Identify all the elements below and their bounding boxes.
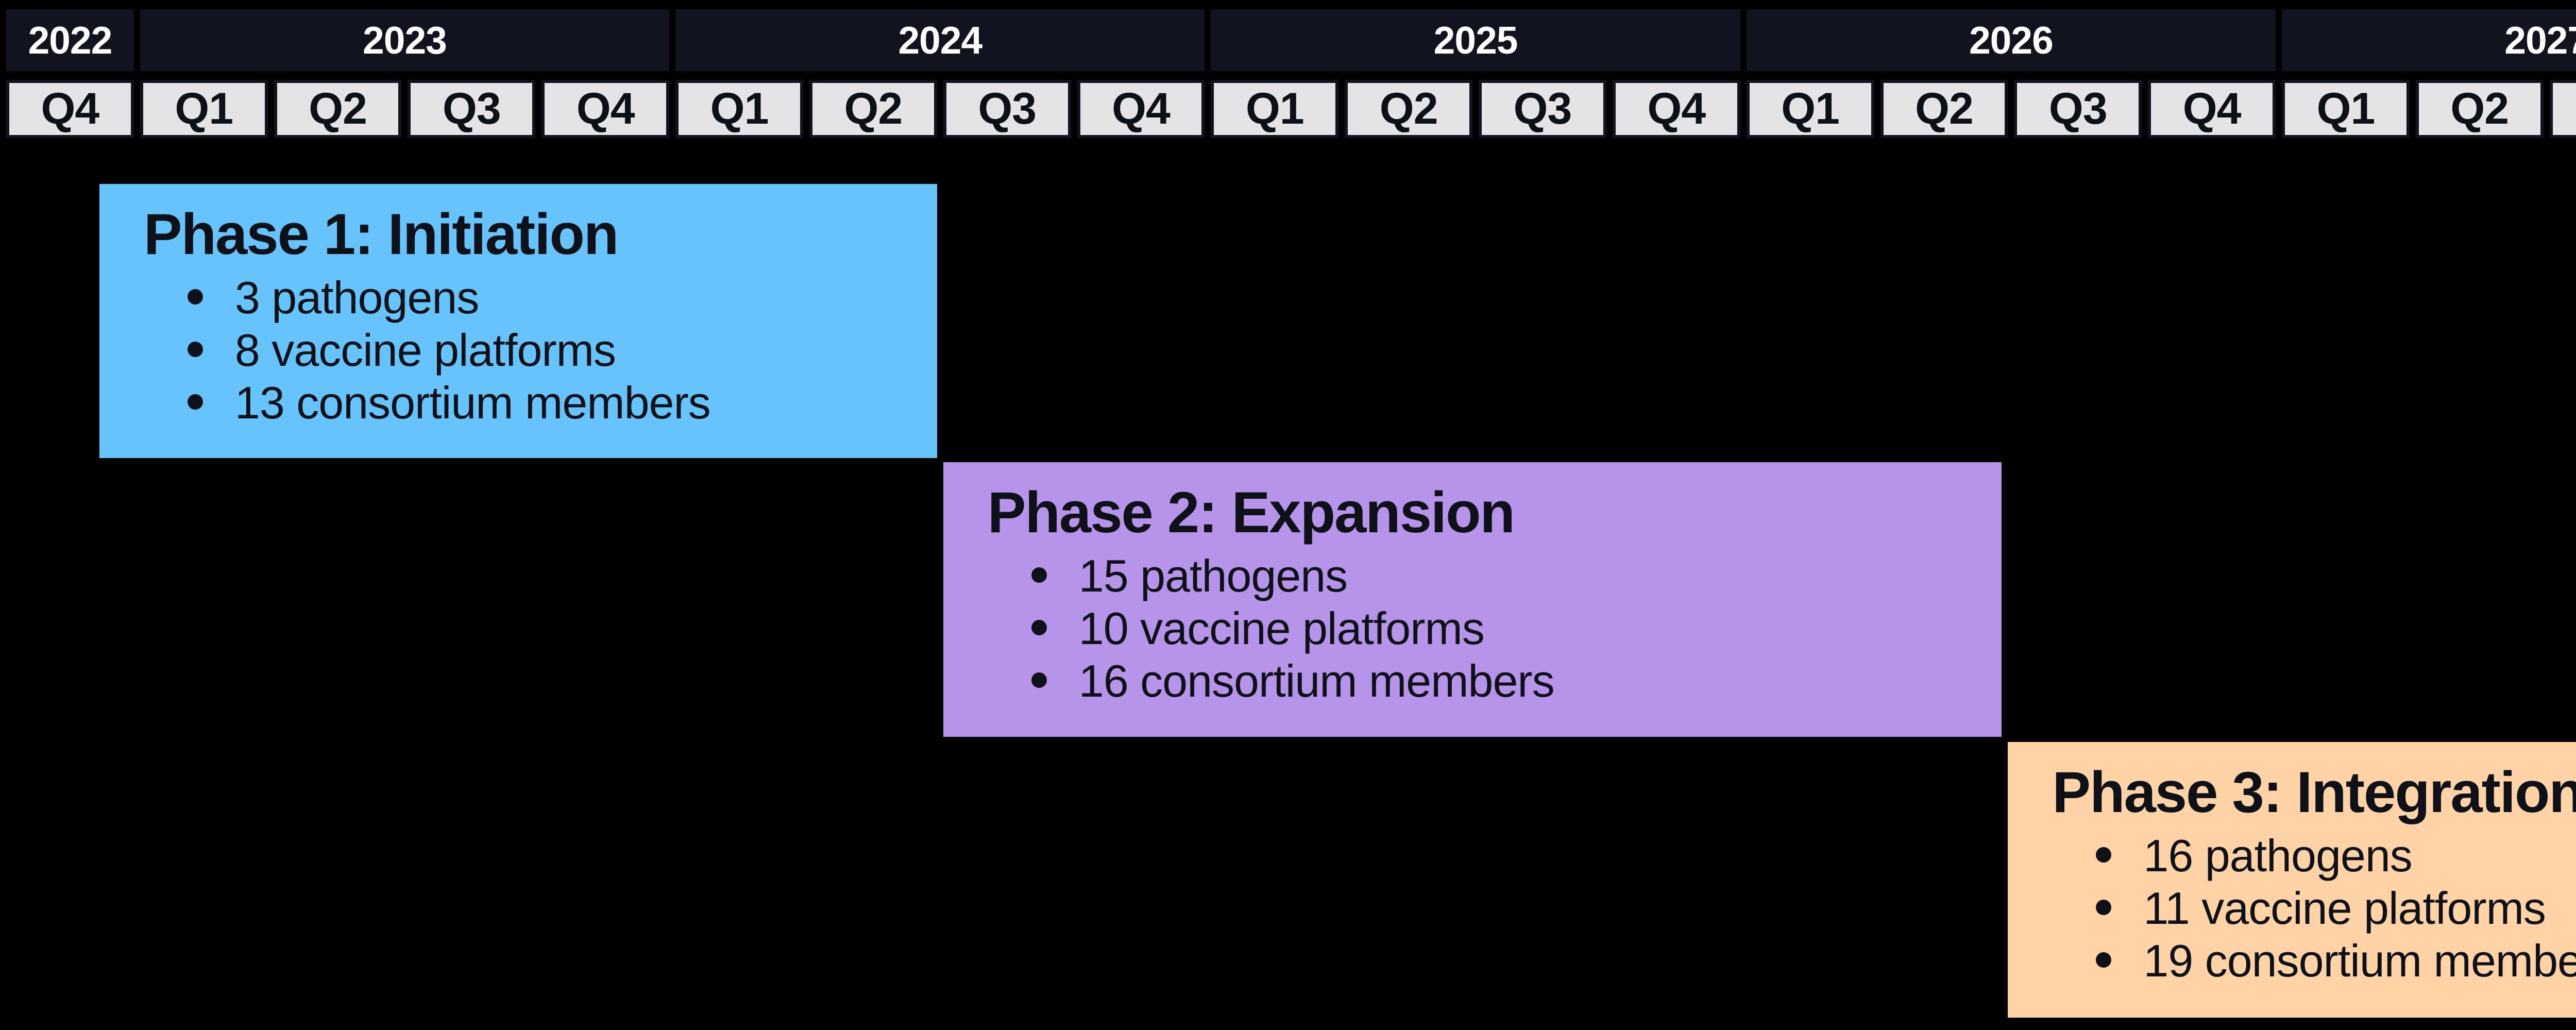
quarter-axis: Q4Q1Q2Q3Q4Q1Q2Q3Q4Q1Q2Q3Q4Q1Q2Q3Q4Q1Q2Q3… (0, 80, 2576, 138)
year-label-2024: 2024 (675, 9, 1205, 71)
quarter-label-2026-Q4: Q4 (2148, 80, 2276, 138)
quarter-label-2026-Q2: Q2 (1880, 80, 2008, 138)
year-axis: 2022202320242025202620272028 (0, 9, 2576, 71)
phase-bullet: 16 pathogens (2008, 830, 2576, 882)
phase-title: Phase 2: Expansion (987, 480, 1515, 545)
quarter-label-2023-Q4: Q4 (541, 80, 670, 138)
phase-bullet: 3 pathogens (99, 272, 937, 324)
phase-bullet: 15 pathogens (943, 550, 2002, 602)
quarter-label-2022-Q4: Q4 (6, 80, 134, 138)
quarter-label-2023-Q2: Q2 (274, 80, 402, 138)
phase-bullet: 13 consortium members (99, 377, 937, 429)
phase-bullet-list: 3 pathogens 8 vaccine platforms 13 consort… (99, 272, 937, 429)
quarter-label-2026-Q3: Q3 (2014, 80, 2142, 138)
year-label-2025: 2025 (1211, 9, 1740, 71)
phase-bar-3: Phase 3: Integration 16 pathogens 11 vacci… (2008, 742, 2576, 1018)
quarter-label-2025-Q1: Q1 (1211, 80, 1339, 138)
phase-bullet: 19 consortium members (2008, 935, 2576, 987)
phase-bar-2: Phase 2: Expansion 15 pathogens 10 vaccine… (943, 462, 2002, 737)
phase-bullet-list: 15 pathogens 10 vaccine platforms 16 conso… (943, 550, 2002, 707)
phase-bar-1: Phase 1: Initiation 3 pathogens 8 vaccine … (99, 184, 937, 458)
phase-bullet: 11 vaccine platforms (2008, 882, 2576, 935)
year-label-2026: 2026 (1746, 9, 2276, 71)
quarter-label-2024-Q4: Q4 (1077, 80, 1205, 138)
quarter-label-2023-Q1: Q1 (140, 80, 268, 138)
year-label-2027: 2027 (2282, 9, 2576, 71)
quarter-label-2027-Q3: Q3 (2549, 80, 2576, 138)
quarter-label-2025-Q4: Q4 (1612, 80, 1740, 138)
quarter-label-2025-Q3: Q3 (1479, 80, 1606, 138)
phase-bullet: 10 vaccine platforms (943, 602, 2002, 655)
phase-bullet: 16 consortium members (943, 655, 2002, 707)
phase-bullet-list: 16 pathogens 11 vaccine platforms 19 conso… (2008, 830, 2576, 987)
year-label-2022: 2022 (6, 9, 134, 71)
quarter-label-2024-Q2: Q2 (809, 80, 937, 138)
phase-bullet: 8 vaccine platforms (99, 324, 937, 377)
quarter-label-2027-Q2: Q2 (2415, 80, 2544, 138)
quarter-label-2024-Q1: Q1 (675, 80, 803, 138)
quarter-label-2027-Q1: Q1 (2282, 80, 2410, 138)
quarter-label-2023-Q3: Q3 (408, 80, 536, 138)
quarter-label-2024-Q3: Q3 (943, 80, 1071, 138)
phase-title: Phase 3: Integration (2052, 760, 2576, 824)
phase-title: Phase 1: Initiation (143, 202, 619, 266)
quarter-label-2026-Q1: Q1 (1746, 80, 1874, 138)
quarter-label-2025-Q2: Q2 (1345, 80, 1473, 138)
year-label-2023: 2023 (140, 9, 670, 71)
